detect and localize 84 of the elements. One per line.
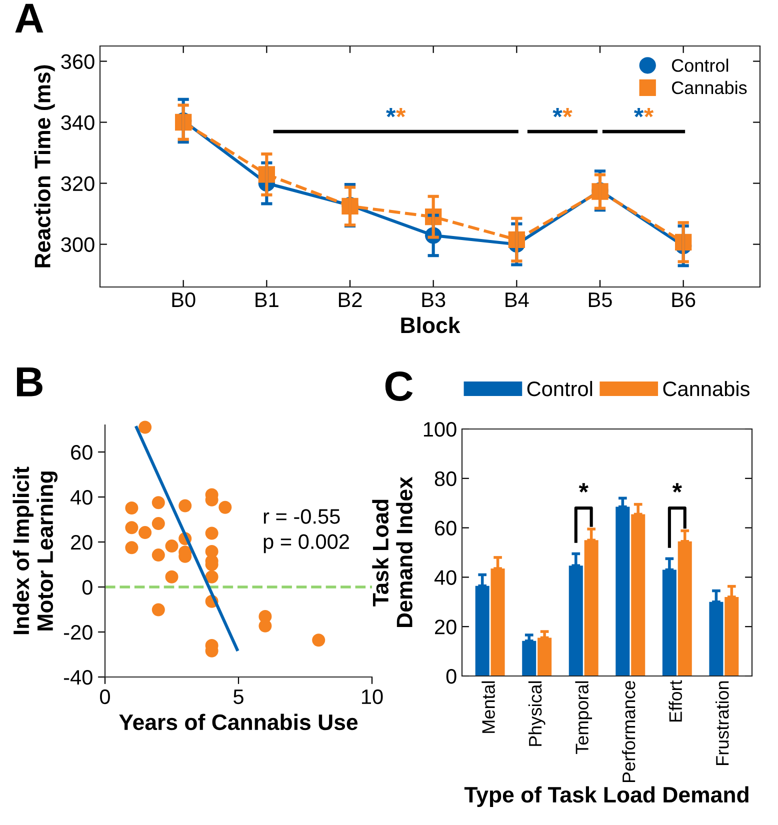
point bbox=[205, 570, 218, 584]
x-axis-title: Block bbox=[401, 316, 460, 334]
annotation: * bbox=[578, 483, 588, 492]
point bbox=[125, 521, 138, 534]
x-tick-label: B4 bbox=[506, 292, 529, 307]
annotation: p = 0.002 bbox=[264, 534, 349, 554]
annotation: * bbox=[562, 108, 572, 118]
bar bbox=[522, 640, 536, 676]
x-tick-label: B1 bbox=[256, 292, 278, 307]
legend-label: Cannabis bbox=[672, 80, 747, 94]
bar bbox=[616, 506, 630, 676]
point bbox=[218, 500, 232, 514]
y-tick-label: 100 bbox=[424, 422, 456, 437]
legend-label: Cannabis bbox=[663, 380, 750, 396]
y-tick-label: -40 bbox=[64, 670, 92, 685]
y-tick-label: 20 bbox=[71, 535, 92, 550]
point bbox=[125, 541, 138, 554]
y-tick-label: 20 bbox=[435, 620, 456, 634]
x-tick-label: 0 bbox=[100, 689, 110, 704]
annotation: * bbox=[386, 108, 396, 118]
bar bbox=[662, 570, 676, 676]
y-axis-title: Task Load Demand Index bbox=[372, 476, 412, 627]
bar bbox=[724, 596, 739, 676]
legend-label: Control bbox=[672, 58, 728, 72]
point bbox=[125, 502, 138, 515]
y-axis-title: Index of Implicit Motor Learning bbox=[12, 466, 58, 634]
x-tick-label: B6 bbox=[672, 292, 696, 308]
point bbox=[165, 570, 178, 584]
point bbox=[178, 499, 192, 512]
bar bbox=[568, 566, 583, 676]
y-tick-label: 0 bbox=[446, 669, 456, 684]
y-tick-label: 80 bbox=[434, 471, 456, 486]
y-tick-label: 0 bbox=[82, 580, 92, 595]
x-tick-label: B5 bbox=[588, 292, 612, 308]
point bbox=[152, 517, 165, 530]
bar bbox=[490, 568, 505, 676]
y-tick-label: 60 bbox=[71, 445, 92, 460]
point bbox=[165, 540, 178, 553]
bar bbox=[709, 602, 724, 676]
x-tick-label: Mental bbox=[482, 681, 495, 733]
x-tick-label: B2 bbox=[338, 292, 362, 307]
chart-title: B bbox=[17, 368, 42, 396]
x-tick-label: Physical bbox=[528, 681, 546, 746]
x-axis-title: Years of Cannabis Use bbox=[119, 714, 358, 730]
x-tick-label: Frustration bbox=[716, 681, 729, 765]
point bbox=[138, 420, 152, 434]
y-tick-label: 60 bbox=[435, 520, 456, 536]
y-tick-label: 40 bbox=[70, 490, 92, 505]
y-tick-label: 360 bbox=[61, 54, 94, 70]
chart-title: C bbox=[385, 372, 413, 402]
y-tick-label: -20 bbox=[64, 625, 92, 640]
y-tick-label: 340 bbox=[61, 115, 94, 130]
y-tick-label: 40 bbox=[434, 570, 456, 585]
bar bbox=[584, 540, 598, 676]
y-tick-label: 320 bbox=[61, 176, 94, 192]
x-tick-label: B3 bbox=[422, 292, 446, 308]
annotation: * bbox=[634, 108, 644, 118]
y-tick-label: 300 bbox=[61, 237, 94, 252]
point bbox=[152, 496, 165, 510]
point bbox=[152, 548, 165, 562]
point bbox=[258, 619, 272, 632]
point bbox=[138, 526, 152, 540]
point bbox=[152, 603, 165, 616]
x-tick-label: B0 bbox=[172, 292, 196, 308]
annotation: * bbox=[396, 108, 406, 118]
x-axis-title: Type of Task Load Demand bbox=[464, 786, 748, 808]
annotation: * bbox=[672, 483, 682, 492]
x-tick-label: Effort bbox=[668, 680, 682, 722]
y-axis-title: Reaction Time (ms) bbox=[34, 65, 55, 268]
bar bbox=[475, 586, 490, 676]
point bbox=[312, 634, 326, 647]
x-tick-label: Temporal bbox=[575, 681, 592, 754]
point bbox=[205, 526, 218, 540]
chart-title: A bbox=[15, 4, 44, 33]
legend-label: Control bbox=[527, 380, 592, 396]
bar bbox=[678, 541, 692, 676]
bar bbox=[631, 514, 646, 676]
x-tick-label: Performance bbox=[622, 680, 636, 782]
bar bbox=[538, 638, 552, 676]
x-tick-label: 10 bbox=[362, 689, 383, 704]
annotation: r = -0.55 bbox=[264, 509, 340, 524]
annotation: * bbox=[552, 108, 562, 118]
x-tick-label: 5 bbox=[234, 690, 244, 704]
annotation: * bbox=[644, 108, 654, 118]
